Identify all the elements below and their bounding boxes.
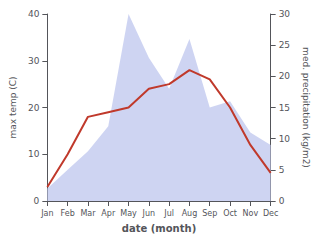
svg-text:max temp (C): max temp (C) <box>8 76 18 138</box>
svg-text:Sep: Sep <box>202 209 217 218</box>
svg-text:Mar: Mar <box>80 209 96 218</box>
svg-text:Aug: Aug <box>182 209 198 218</box>
svg-text:Dec: Dec <box>263 209 278 218</box>
svg-text:10: 10 <box>279 134 291 144</box>
svg-text:Jun: Jun <box>142 209 156 218</box>
svg-text:Apr: Apr <box>101 209 116 218</box>
svg-text:20: 20 <box>28 103 40 113</box>
svg-text:5: 5 <box>279 165 285 175</box>
svg-text:0: 0 <box>34 196 40 206</box>
svg-text:Feb: Feb <box>61 209 75 218</box>
svg-text:date (month): date (month) <box>122 223 196 234</box>
svg-text:30: 30 <box>28 56 40 66</box>
svg-text:40: 40 <box>28 9 40 19</box>
svg-text:May: May <box>120 209 137 218</box>
svg-text:20: 20 <box>279 71 291 81</box>
svg-text:15: 15 <box>279 103 290 113</box>
svg-text:Oct: Oct <box>223 209 237 218</box>
svg-text:Jan: Jan <box>40 209 53 218</box>
svg-text:Jul: Jul <box>163 209 174 218</box>
svg-text:25: 25 <box>279 40 290 50</box>
svg-text:0: 0 <box>279 196 285 206</box>
svg-text:10: 10 <box>28 149 40 159</box>
svg-text:Nov: Nov <box>243 209 259 218</box>
svg-text:med. precipitation (kg/m2): med. precipitation (kg/m2) <box>301 47 311 168</box>
svg-text:30: 30 <box>279 9 291 19</box>
